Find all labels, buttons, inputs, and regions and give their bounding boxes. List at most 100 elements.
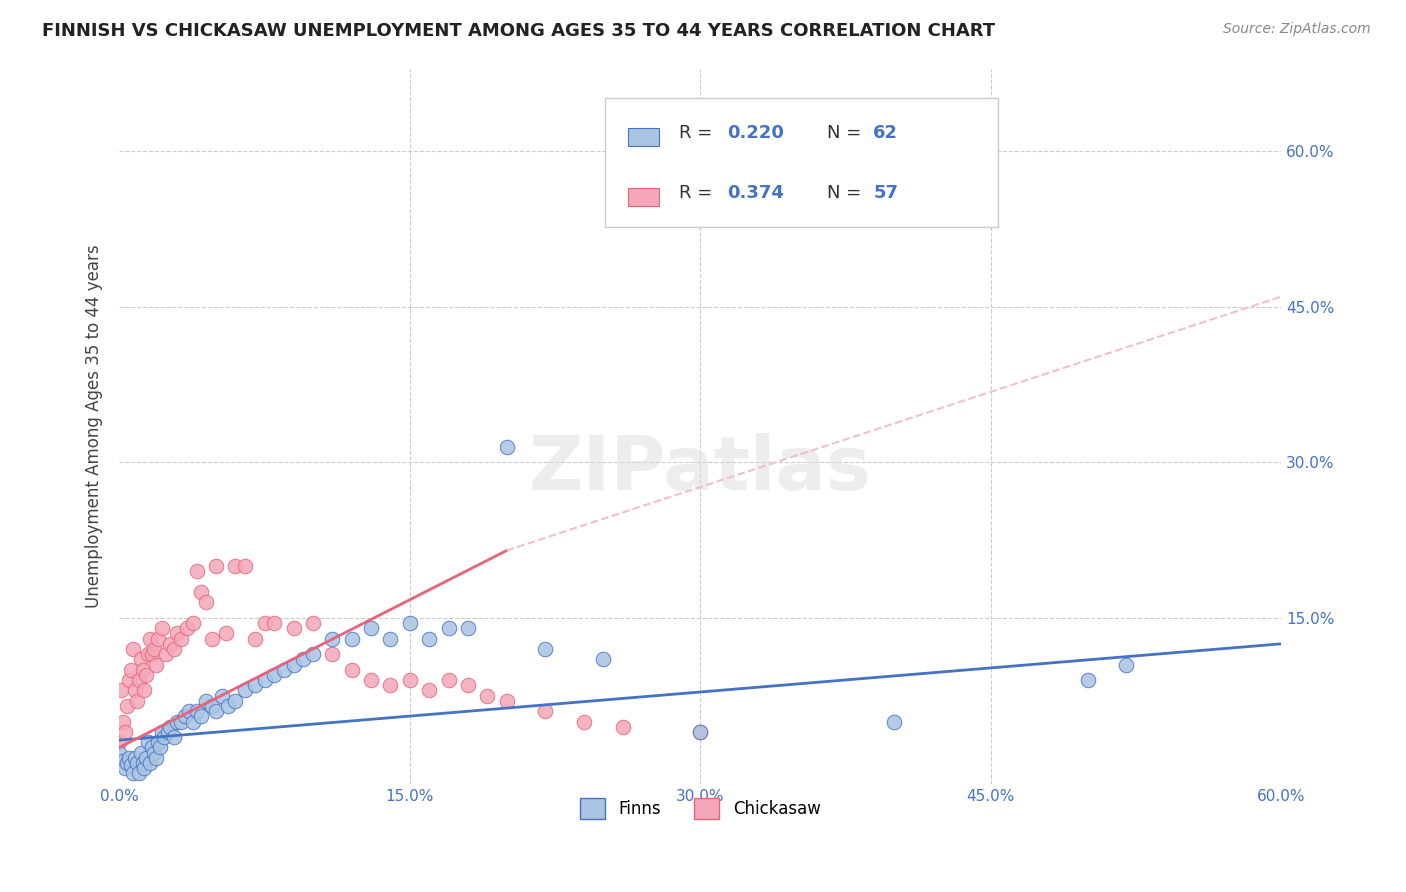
Point [457, 678, 479, 692]
Point [233, 559, 256, 574]
Point [398, 673, 420, 687]
Point [302, 616, 325, 631]
Text: Source: ZipAtlas.com: Source: ZipAtlas.com [1223, 22, 1371, 37]
Point [215, 626, 238, 640]
Point [134, 761, 156, 775]
Point [398, 616, 420, 631]
Point [217, 698, 239, 713]
Point [121, 766, 143, 780]
Point [108, 746, 131, 760]
Point [159, 720, 181, 734]
Point [883, 714, 905, 729]
Point [135, 668, 157, 682]
Legend: Finns, Chickasaw: Finns, Chickasaw [574, 792, 827, 825]
Point [321, 647, 343, 661]
Point [495, 694, 517, 708]
Point [141, 647, 163, 661]
Point [181, 616, 204, 631]
Point [283, 657, 305, 672]
Point [340, 663, 363, 677]
Point [131, 663, 153, 677]
Point [534, 642, 557, 657]
Point [592, 652, 614, 666]
Point [135, 751, 157, 765]
Point [534, 704, 557, 718]
Point [162, 730, 184, 744]
Point [112, 754, 135, 768]
Point [689, 725, 711, 739]
Point [321, 632, 343, 646]
Point [181, 714, 204, 729]
Point [195, 694, 218, 708]
Point [174, 709, 197, 723]
Point [131, 756, 153, 770]
Point [380, 632, 402, 646]
Point [477, 689, 499, 703]
Point [118, 673, 141, 687]
Point [340, 632, 363, 646]
Point [129, 746, 152, 760]
Point [224, 559, 246, 574]
Point [128, 673, 150, 687]
Point [141, 740, 163, 755]
Point [145, 751, 167, 765]
Point [155, 647, 177, 661]
Point [110, 683, 132, 698]
Point [129, 652, 152, 666]
Point [418, 683, 440, 698]
Point [283, 621, 305, 635]
Point [159, 637, 181, 651]
Point [139, 632, 162, 646]
Point [170, 714, 193, 729]
Point [124, 683, 146, 698]
Point [176, 621, 198, 635]
Y-axis label: Unemployment Among Ages 35 to 44 years: Unemployment Among Ages 35 to 44 years [86, 244, 103, 608]
Text: 62: 62 [873, 124, 898, 142]
Point [205, 704, 228, 718]
Point [1077, 673, 1099, 687]
Point [128, 766, 150, 780]
Point [201, 698, 224, 713]
Text: R =: R = [679, 124, 718, 142]
Point [572, 714, 595, 729]
Point [150, 725, 173, 739]
Point [143, 642, 166, 657]
Text: 0.220: 0.220 [727, 124, 783, 142]
Point [190, 709, 212, 723]
Text: ZIPatlas: ZIPatlas [529, 433, 872, 506]
Point [380, 678, 402, 692]
Point [418, 632, 440, 646]
Point [243, 678, 266, 692]
Point [121, 642, 143, 657]
Point [201, 632, 224, 646]
Point [139, 756, 162, 770]
Point [145, 657, 167, 672]
Point [263, 616, 285, 631]
Point [292, 652, 315, 666]
Point [115, 756, 138, 770]
Text: FINNISH VS CHICKASAW UNEMPLOYMENT AMONG AGES 35 TO 44 YEARS CORRELATION CHART: FINNISH VS CHICKASAW UNEMPLOYMENT AMONG … [42, 22, 995, 40]
Point [114, 725, 136, 739]
Point [224, 694, 246, 708]
Point [136, 735, 159, 749]
Point [273, 663, 295, 677]
Point [120, 663, 142, 677]
Text: N =: N = [827, 185, 866, 202]
Point [253, 673, 276, 687]
Point [186, 564, 208, 578]
Point [243, 632, 266, 646]
Point [495, 440, 517, 454]
Point [146, 735, 169, 749]
Point [166, 626, 188, 640]
Point [263, 668, 285, 682]
Point [437, 673, 460, 687]
Point [360, 621, 382, 635]
Point [612, 720, 634, 734]
Point [457, 621, 479, 635]
Point [170, 632, 193, 646]
Point [124, 751, 146, 765]
Text: N =: N = [827, 124, 866, 142]
Point [125, 756, 148, 770]
Point [112, 714, 135, 729]
Point [360, 673, 382, 687]
